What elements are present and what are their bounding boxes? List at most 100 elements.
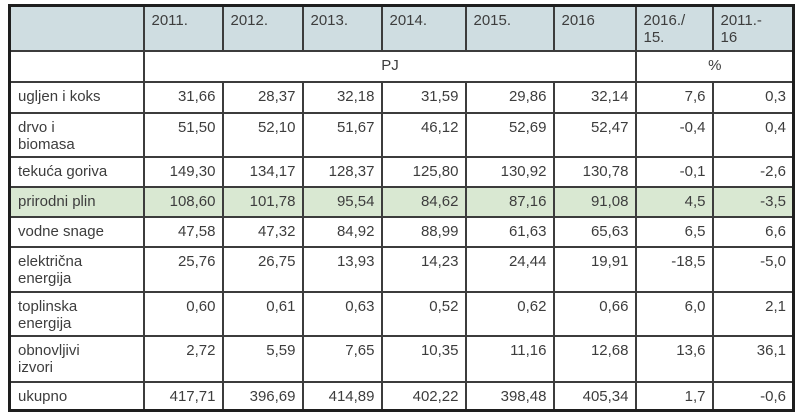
value-cell: 149,30 xyxy=(142,156,224,188)
table-row: vodne snage 47,58 47,32 84,92 88,99 61,6… xyxy=(8,216,795,248)
value-cell: 414,89 xyxy=(301,381,383,411)
value-cell: 31,66 xyxy=(142,80,224,114)
value-cell: 125,80 xyxy=(380,156,467,188)
table-row: ugljen i koks 31,66 28,37 32,18 31,59 29… xyxy=(8,80,795,114)
year-header: 2016 xyxy=(552,4,637,52)
value-cell: 32,18 xyxy=(301,80,383,114)
value-cell: -0,6 xyxy=(711,381,795,411)
year-header: 2013. xyxy=(301,4,383,52)
energy-table: 2011. 2012. 2013. 2014. 2015. 2016 2016.… xyxy=(8,4,795,412)
value-cell: 1,7 xyxy=(634,381,714,411)
value-cell: 398,48 xyxy=(464,381,555,411)
value-cell: 24,44 xyxy=(464,246,555,293)
value-cell: 88,99 xyxy=(380,216,467,248)
value-cell: 0,62 xyxy=(464,290,555,337)
value-cell: 6,5 xyxy=(634,216,714,248)
unit-pj-cell: PJ xyxy=(142,49,637,83)
value-cell: 46,12 xyxy=(380,111,467,158)
value-cell: 7,65 xyxy=(301,335,383,383)
value-cell: 0,3 xyxy=(711,80,795,114)
corner-cell xyxy=(8,4,145,52)
value-cell: 47,58 xyxy=(142,216,224,248)
value-cell: 130,92 xyxy=(464,156,555,188)
value-cell: 2,72 xyxy=(142,335,224,383)
value-cell: 12,68 xyxy=(552,335,637,383)
value-cell: 6,0 xyxy=(634,290,714,337)
value-cell: 0,61 xyxy=(221,290,304,337)
value-cell: 14,23 xyxy=(380,246,467,293)
value-cell: 28,37 xyxy=(221,80,304,114)
value-cell: 87,16 xyxy=(464,186,555,218)
value-cell: -2,6 xyxy=(711,156,795,188)
table-row: obnovljivi izvori 2,72 5,59 7,65 10,35 1… xyxy=(8,335,795,383)
year-header: 2015. xyxy=(464,4,555,52)
row-label: obnovljivi izvori xyxy=(8,335,145,383)
value-cell: 7,6 xyxy=(634,80,714,114)
value-cell: 396,69 xyxy=(221,381,304,411)
value-cell: 0,4 xyxy=(711,111,795,158)
value-cell: 4,5 xyxy=(634,186,714,218)
value-cell: 0,66 xyxy=(552,290,637,337)
value-cell: 11,16 xyxy=(464,335,555,383)
value-cell: 134,17 xyxy=(221,156,304,188)
table-row-highlighted: prirodni plin 108,60 101,78 95,54 84,62 … xyxy=(8,186,795,218)
value-cell: 13,6 xyxy=(634,335,714,383)
value-cell: -0,1 xyxy=(634,156,714,188)
value-cell: 128,37 xyxy=(301,156,383,188)
value-cell: 51,67 xyxy=(301,111,383,158)
row-label: električna energija xyxy=(8,246,145,293)
value-cell: 91,08 xyxy=(552,186,637,218)
row-label: prirodni plin xyxy=(8,186,145,218)
ratio-header: 2016./ 15. xyxy=(634,4,714,52)
row-label: ugljen i koks xyxy=(8,80,145,114)
value-cell: 2,1 xyxy=(711,290,795,337)
row-label: tekuća goriva xyxy=(8,156,145,188)
unit-corner-cell xyxy=(8,49,145,83)
value-cell: 84,92 xyxy=(301,216,383,248)
value-cell: 0,60 xyxy=(142,290,224,337)
value-cell: -18,5 xyxy=(634,246,714,293)
row-label: vodne snage xyxy=(8,216,145,248)
value-cell: -5,0 xyxy=(711,246,795,293)
value-cell: 95,54 xyxy=(301,186,383,218)
value-cell: 25,76 xyxy=(142,246,224,293)
value-cell: 31,59 xyxy=(380,80,467,114)
table-row: električna energija 25,76 26,75 13,93 14… xyxy=(8,246,795,293)
value-cell: 29,86 xyxy=(464,80,555,114)
value-cell: 26,75 xyxy=(221,246,304,293)
unit-pct-cell: % xyxy=(634,49,795,83)
year-header-row: 2011. 2012. 2013. 2014. 2015. 2016 2016.… xyxy=(8,4,795,52)
value-cell: 19,91 xyxy=(552,246,637,293)
value-cell: 32,14 xyxy=(552,80,637,114)
row-label: toplinska energija xyxy=(8,290,145,337)
value-cell: -3,5 xyxy=(711,186,795,218)
value-cell: 10,35 xyxy=(380,335,467,383)
value-cell: 108,60 xyxy=(142,186,224,218)
table-row: drvo i biomasa 51,50 52,10 51,67 46,12 5… xyxy=(8,111,795,158)
value-cell: 52,10 xyxy=(221,111,304,158)
table-row: tekuća goriva 149,30 134,17 128,37 125,8… xyxy=(8,156,795,188)
value-cell: 51,50 xyxy=(142,111,224,158)
year-header: 2011. xyxy=(142,4,224,52)
year-header: 2014. xyxy=(380,4,467,52)
table-row: toplinska energija 0,60 0,61 0,63 0,52 0… xyxy=(8,290,795,337)
value-cell: 417,71 xyxy=(142,381,224,411)
value-cell: 47,32 xyxy=(221,216,304,248)
value-cell: 65,63 xyxy=(552,216,637,248)
value-cell: 0,52 xyxy=(380,290,467,337)
value-cell: 36,1 xyxy=(711,335,795,383)
value-cell: 405,34 xyxy=(552,381,637,411)
value-cell: 52,47 xyxy=(552,111,637,158)
year-header: 2012. xyxy=(221,4,304,52)
value-cell: 130,78 xyxy=(552,156,637,188)
value-cell: 101,78 xyxy=(221,186,304,218)
value-cell: 5,59 xyxy=(221,335,304,383)
row-label: drvo i biomasa xyxy=(8,111,145,158)
value-cell: 402,22 xyxy=(380,381,467,411)
value-cell: 0,63 xyxy=(301,290,383,337)
value-cell: -0,4 xyxy=(634,111,714,158)
unit-row: PJ % xyxy=(8,49,795,83)
ratio-header: 2011.- 16 xyxy=(711,4,795,52)
value-cell: 6,6 xyxy=(711,216,795,248)
